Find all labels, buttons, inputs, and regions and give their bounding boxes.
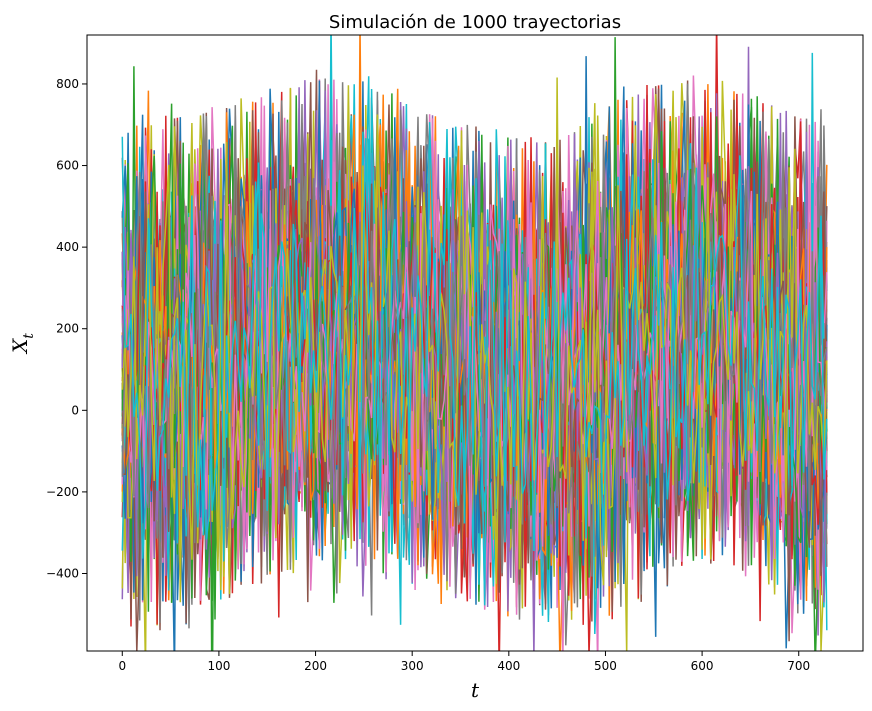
y-tick-label: 0 [71, 403, 79, 417]
y-tick-label: 400 [56, 240, 79, 254]
x-tick-label: 200 [304, 659, 327, 673]
x-tick-label: 100 [207, 659, 230, 673]
y-tick-label: 600 [56, 159, 79, 173]
y-tick-label: 200 [56, 322, 79, 336]
x-tick-label: 600 [691, 659, 714, 673]
y-tick-label: −200 [46, 485, 79, 499]
x-tick-label: 500 [594, 659, 617, 673]
series-layer [121, 35, 828, 651]
y-axis-label-subscript: t [21, 333, 37, 339]
chart-title: Simulación de 1000 trayectorias [329, 12, 621, 33]
y-tick-label: 800 [56, 77, 79, 91]
y-axis-label: Xt [8, 333, 37, 355]
plot-frame [86, 34, 864, 652]
x-tick-label: 400 [497, 659, 520, 673]
trajectory-line [121, 122, 828, 606]
x-tick-label: 700 [787, 659, 810, 673]
y-tick-label: −400 [46, 566, 79, 580]
x-tick-label: 0 [118, 659, 126, 673]
y-axis-ticks: −400 −200 0 200 400 600 800 [46, 77, 87, 580]
x-axis-ticks: 0 100 200 300 400 500 600 700 [118, 651, 810, 673]
x-tick-label: 300 [401, 659, 424, 673]
y-axis-label-base: X [8, 338, 32, 355]
x-axis-label: t [471, 678, 480, 702]
